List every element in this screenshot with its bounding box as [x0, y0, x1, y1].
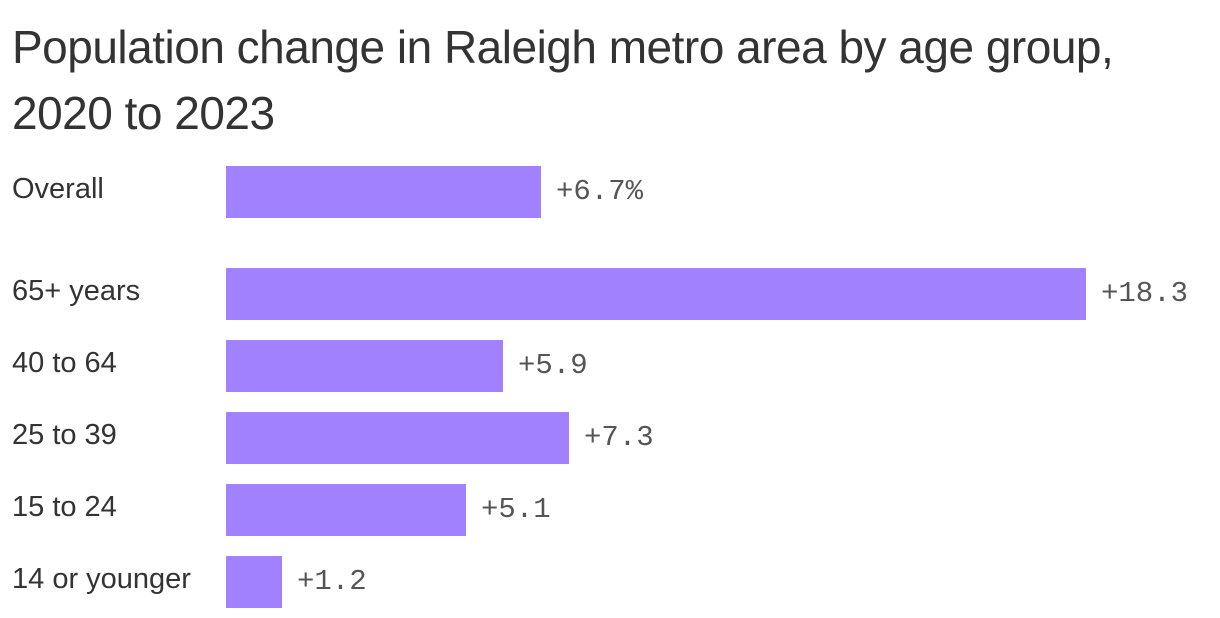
bar	[226, 412, 569, 464]
value-label: +5.9	[518, 349, 588, 382]
bar-row: 25 to 39 +7.3	[0, 412, 1220, 464]
category-label: 65+ years	[12, 275, 141, 307]
category-label: 15 to 24	[12, 491, 117, 523]
bar	[226, 556, 282, 608]
category-label: 14 or younger	[12, 563, 191, 595]
value-label: +5.1	[481, 493, 551, 526]
value-label: +1.2	[297, 565, 367, 598]
value-label: +6.7%	[556, 175, 644, 208]
value-label: +7.3	[584, 421, 654, 454]
category-label: 40 to 64	[12, 347, 117, 379]
bar	[226, 484, 466, 536]
category-label: 25 to 39	[12, 419, 117, 451]
bar-row: 65+ years +18.3	[0, 268, 1220, 320]
bar	[226, 340, 503, 392]
bar-row: 14 or younger +1.2	[0, 556, 1220, 608]
bar-row: 15 to 24 +5.1	[0, 484, 1220, 536]
value-label: +18.3	[1101, 277, 1189, 310]
bar	[226, 166, 541, 218]
bar	[226, 268, 1086, 320]
bar-row: Overall +6.7%	[0, 166, 1220, 218]
bar-row: 40 to 64 +5.9	[0, 340, 1220, 392]
category-label: Overall	[12, 173, 104, 205]
chart-title: Population change in Raleigh metro area …	[12, 21, 1114, 139]
